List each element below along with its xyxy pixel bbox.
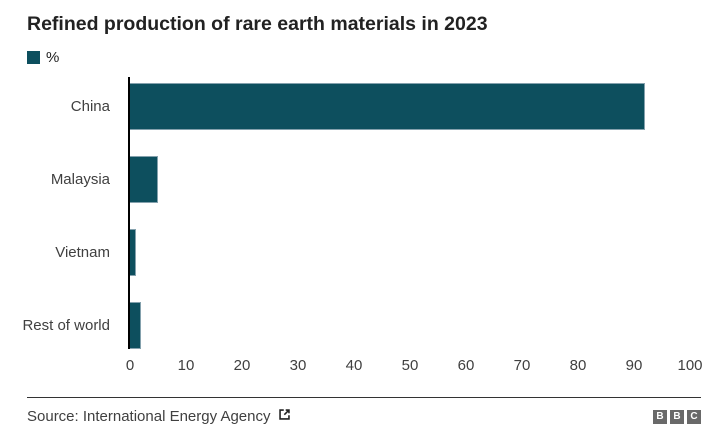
x-tick-label: 10 [177,357,195,374]
chart-header: Refined production of rare earth materia… [0,0,728,66]
x-axis-ticks: 0 10 20 30 40 50 60 70 80 90 100 [126,349,703,375]
x-tick-label: 80 [569,357,587,374]
bar-track [130,156,690,203]
x-tick-label: 40 [345,357,363,374]
bar-rows: China Malaysia Vietnam Rest of world [0,83,690,349]
chart-title: Refined production of rare earth materia… [27,13,488,35]
bar-china [130,83,646,130]
bar-rest-of-world [130,302,142,349]
category-label: Vietnam [55,244,110,261]
bar-track [130,83,690,130]
y-axis-line [128,77,130,349]
legend: % [27,49,701,66]
chart-row: Vietnam [0,229,690,276]
bar-chart: China Malaysia Vietnam Rest of world [0,77,690,349]
category-label: Rest of world [22,317,110,334]
x-tick-label: 30 [289,357,307,374]
bar-track [130,302,690,349]
x-tick-label: 0 [125,357,135,374]
legend-swatch [27,51,40,64]
legend-label: % [46,49,60,66]
external-link-icon[interactable] [278,408,291,426]
x-tick-label: 70 [513,357,531,374]
source: Source: International Energy Agency [27,407,291,426]
x-tick-label: 100 [677,357,703,374]
source-text: Source: International Energy Agency [27,408,271,425]
x-tick-label: 50 [401,357,419,374]
category-label: China [70,98,110,115]
x-tick-label: 20 [233,357,251,374]
bbc-logo-block: C [687,409,701,424]
x-tick-label: 90 [625,357,643,374]
bar-vietnam [130,229,136,276]
bbc-logo-block: B [653,409,667,424]
bar-malaysia [130,156,158,203]
category-label: Malaysia [50,171,110,188]
chart-row: China [0,83,690,130]
chart-row: Rest of world [0,302,690,349]
x-tick-label: 60 [457,357,475,374]
chart-row: Malaysia [0,156,690,203]
bbc-logo-block: B [670,409,684,424]
bar-track [130,229,690,276]
